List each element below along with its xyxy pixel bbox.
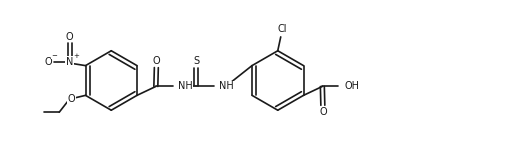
Text: OH: OH [343,81,359,91]
Text: O: O [66,32,73,42]
Text: N: N [66,57,73,67]
Text: O: O [318,107,326,117]
Text: S: S [193,56,199,66]
Text: −: − [51,53,57,59]
Text: O: O [68,94,75,104]
Text: O: O [44,57,52,67]
Text: NH: NH [218,81,233,91]
Text: +: + [74,53,79,59]
Text: O: O [152,56,160,66]
Text: Cl: Cl [277,24,287,34]
Text: NH: NH [178,81,192,91]
